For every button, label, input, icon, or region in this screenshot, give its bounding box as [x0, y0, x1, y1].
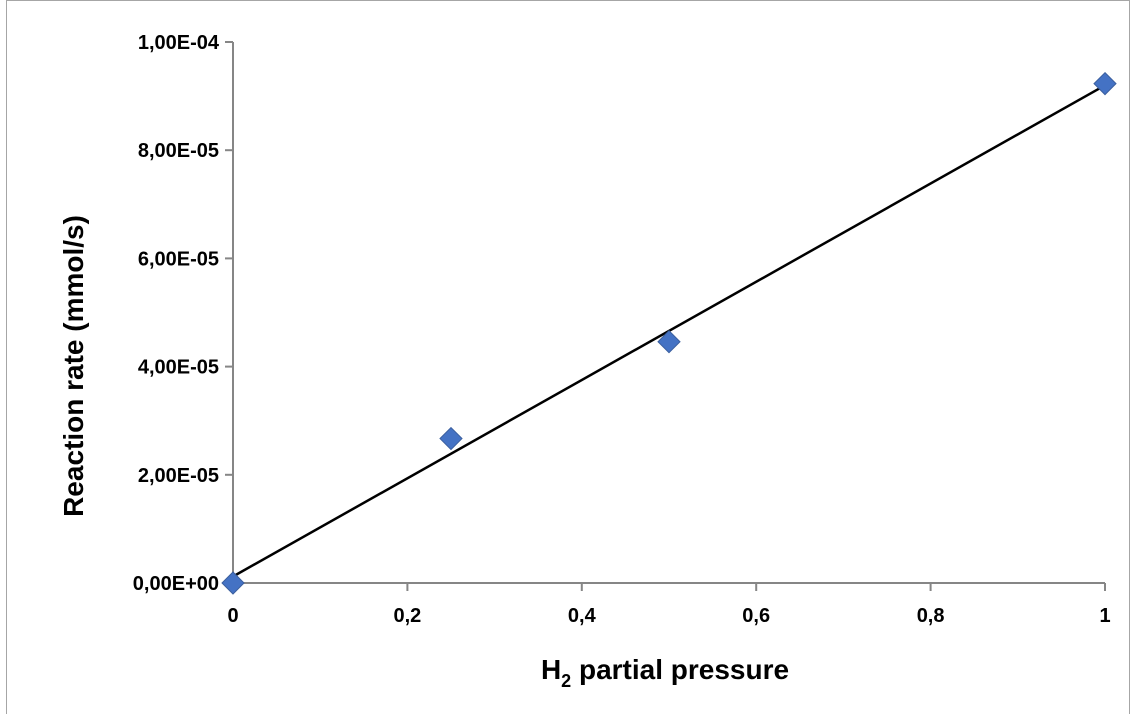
chart-area: 0,00E+00 2,00E-05 4,00E-05 6,00E-05 8,00E-05… — [6, 0, 1130, 714]
x-axis-title-main: H — [541, 654, 561, 685]
x-tick-label: 0,8 — [917, 605, 945, 627]
x-axis-title-subscript: 2 — [561, 671, 571, 691]
x-tick-label: 0,2 — [393, 605, 421, 627]
y-tick-label: 1,00E-04 — [138, 32, 220, 54]
x-axis-title-rest: partial pressure — [571, 654, 789, 685]
y-tick-label: 8,00E-05 — [138, 140, 219, 162]
data-points — [221, 71, 1117, 595]
y-tick-label: 0,00E+00 — [133, 573, 219, 595]
x-tick-label: 0,6 — [742, 605, 770, 627]
y-axis-title: Reaction rate (mmol/s) — [58, 215, 89, 517]
x-tick-label: 1 — [1099, 605, 1110, 627]
y-tick-label: 2,00E-05 — [138, 465, 219, 487]
y-tick-label: 6,00E-05 — [138, 248, 219, 270]
scatter-chart: 0,00E+00 2,00E-05 4,00E-05 6,00E-05 8,00E-05… — [58, 32, 1117, 691]
data-point-diamond — [221, 571, 245, 595]
tick-labels: 0,00E+00 2,00E-05 4,00E-05 6,00E-05 8,00E-05… — [133, 32, 1111, 627]
data-point-diamond — [1093, 71, 1117, 96]
data-point-diamond — [657, 330, 681, 354]
y-tick-label: 4,00E-05 — [138, 357, 219, 379]
x-axis-title: H2 partial pressure — [541, 654, 789, 691]
x-tick-label: 0,4 — [568, 605, 597, 627]
data-point-diamond — [439, 426, 463, 451]
axes — [225, 41, 1106, 591]
x-tick-label: 0 — [227, 605, 238, 627]
